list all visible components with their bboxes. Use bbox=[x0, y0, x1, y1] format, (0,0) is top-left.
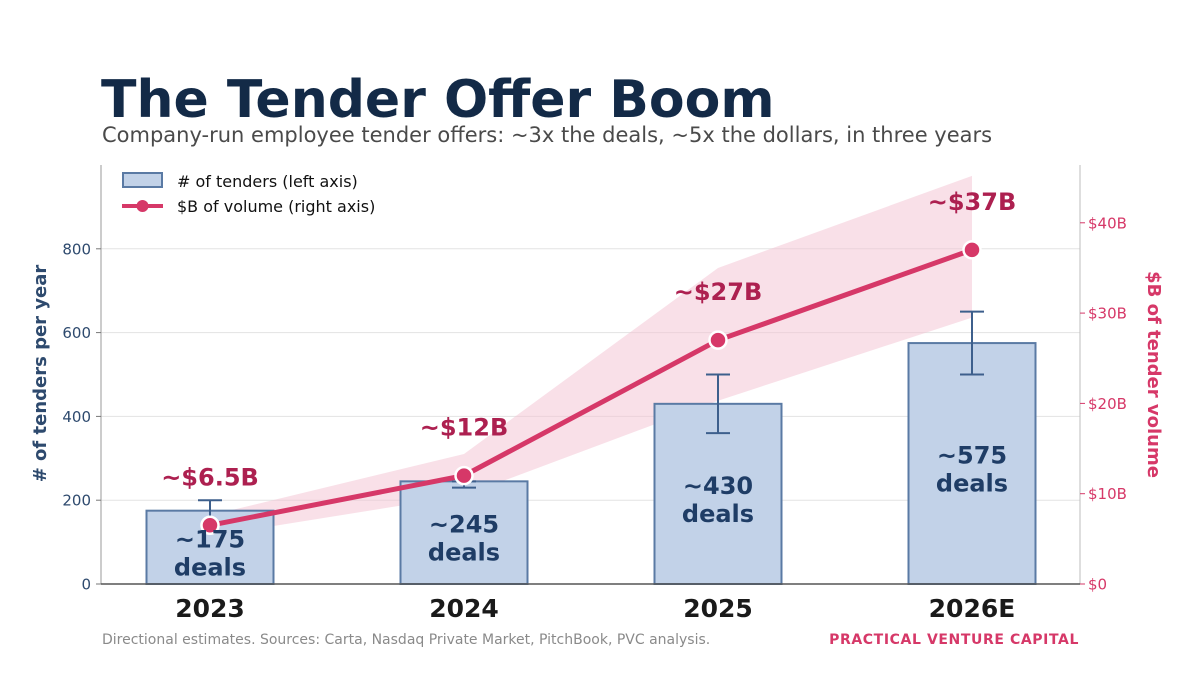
bar-value-label-line: ~430 bbox=[683, 472, 753, 500]
brand-mark: PRACTICAL VENTURE CAPITAL bbox=[829, 632, 1079, 648]
x-tick-label: 2026E bbox=[929, 594, 1016, 623]
right-tick-label: $10B bbox=[1088, 485, 1127, 503]
volume-point-2025 bbox=[708, 330, 728, 350]
x-tick-label: 2023 bbox=[175, 594, 245, 623]
volume-value-label: ~$6.5B bbox=[161, 463, 259, 491]
source-note: Directional estimates. Sources: Carta, N… bbox=[102, 632, 711, 648]
error-bar bbox=[706, 373, 730, 435]
bar-value-label: ~175 deals bbox=[174, 525, 246, 581]
legend-bar-swatch bbox=[122, 172, 163, 188]
left-tick-label: 400 bbox=[62, 408, 91, 426]
bar-2026E bbox=[907, 342, 1037, 586]
right-tick-label: $30B bbox=[1088, 305, 1127, 323]
error-bar bbox=[960, 310, 984, 376]
bar-value-label: ~245 deals bbox=[428, 511, 500, 567]
left-tick-label: 600 bbox=[62, 324, 91, 342]
chart-subtitle: Company-run employee tender offers: ~3x … bbox=[102, 123, 993, 147]
bar-2024 bbox=[399, 480, 529, 585]
bar-value-label-line: deals bbox=[174, 553, 246, 581]
volume-range-band bbox=[210, 175, 972, 537]
right-tick-label: $40B bbox=[1088, 214, 1127, 232]
bar-value-label-line: deals bbox=[936, 470, 1008, 498]
axes: 0 200 400 600 800 $0 $10B $20B $30B $40B 2023 2024 2… bbox=[30, 165, 1164, 623]
left-tick-label: 0 bbox=[81, 576, 91, 594]
right-tick-label: $0 bbox=[1088, 576, 1107, 594]
volume-value-label: ~$37B bbox=[928, 188, 1017, 216]
volume-point-2026E bbox=[962, 240, 982, 260]
legend: # of tenders (left axis) $B of volume (ri… bbox=[122, 172, 375, 216]
data-labels: ~175 deals~245 deals~430 deals~575 deals~$6.… bbox=[161, 188, 1016, 581]
volume-point-2023 bbox=[200, 515, 220, 536]
left-tick-label: 800 bbox=[62, 240, 91, 258]
legend-label-tenders: # of tenders (left axis) bbox=[177, 172, 358, 191]
volume-value-label: ~$12B bbox=[420, 414, 509, 442]
volume-line bbox=[200, 240, 982, 536]
x-tick-label: 2025 bbox=[683, 594, 753, 623]
bar-value-label-line: ~575 bbox=[937, 442, 1007, 470]
right-axis-title: $B of tender volume bbox=[1143, 271, 1164, 478]
chart-title: The Tender Offer Boom bbox=[101, 70, 775, 130]
volume-value-label: ~$27B bbox=[674, 278, 763, 306]
volume-band bbox=[210, 175, 972, 537]
bar-value-label-line: ~175 bbox=[175, 525, 245, 553]
bar-value-label: ~575 deals bbox=[936, 442, 1008, 498]
bar-value-label-line: deals bbox=[682, 500, 754, 528]
bar-value-label-line: ~245 bbox=[429, 511, 499, 539]
bar-value-label: ~430 deals bbox=[682, 472, 754, 528]
volume-point-2024 bbox=[454, 465, 474, 486]
legend-label-volume: $B of volume (right axis) bbox=[177, 197, 375, 216]
left-axis-title: # of tenders per year bbox=[30, 265, 51, 483]
x-tick-label: 2024 bbox=[429, 594, 499, 623]
volume-line-path bbox=[209, 247, 973, 528]
legend-line-marker bbox=[136, 200, 149, 212]
bar-value-label-line: deals bbox=[428, 539, 500, 567]
left-tick-label: 200 bbox=[62, 492, 91, 510]
right-tick-label: $20B bbox=[1088, 395, 1127, 413]
